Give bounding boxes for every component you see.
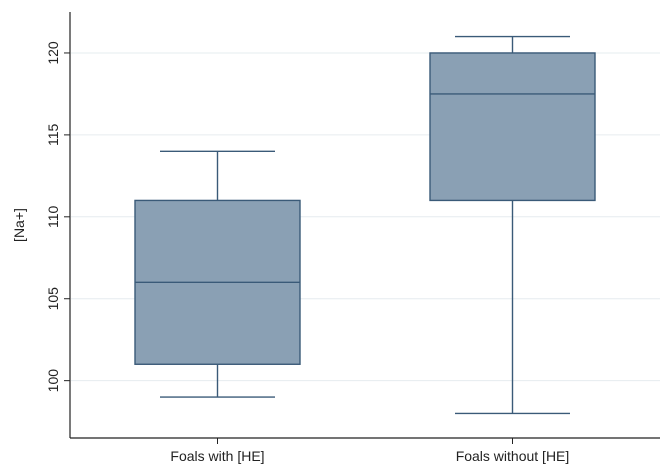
- x-tick-label: Foals with [HE]: [170, 448, 264, 464]
- box-group: [134, 150, 301, 398]
- axes: [69, 12, 660, 439]
- y-tick-label: 110: [45, 205, 61, 228]
- x-ticks: Foals with [HE] Foals without [HE]: [170, 438, 569, 464]
- y-tick-label: 105: [45, 287, 61, 311]
- y-tick-label: 120: [45, 41, 61, 65]
- y-tick-label: 100: [45, 369, 61, 393]
- y-axis-title: [Na+]: [11, 208, 27, 242]
- y-tick-label: 115: [45, 124, 61, 147]
- y-ticks: 100 105 110 115 120: [45, 41, 70, 392]
- box-iqr: [429, 52, 596, 202]
- box-group: [429, 35, 596, 415]
- boxes: [134, 35, 596, 415]
- x-tick-label: Foals without [HE]: [456, 448, 570, 464]
